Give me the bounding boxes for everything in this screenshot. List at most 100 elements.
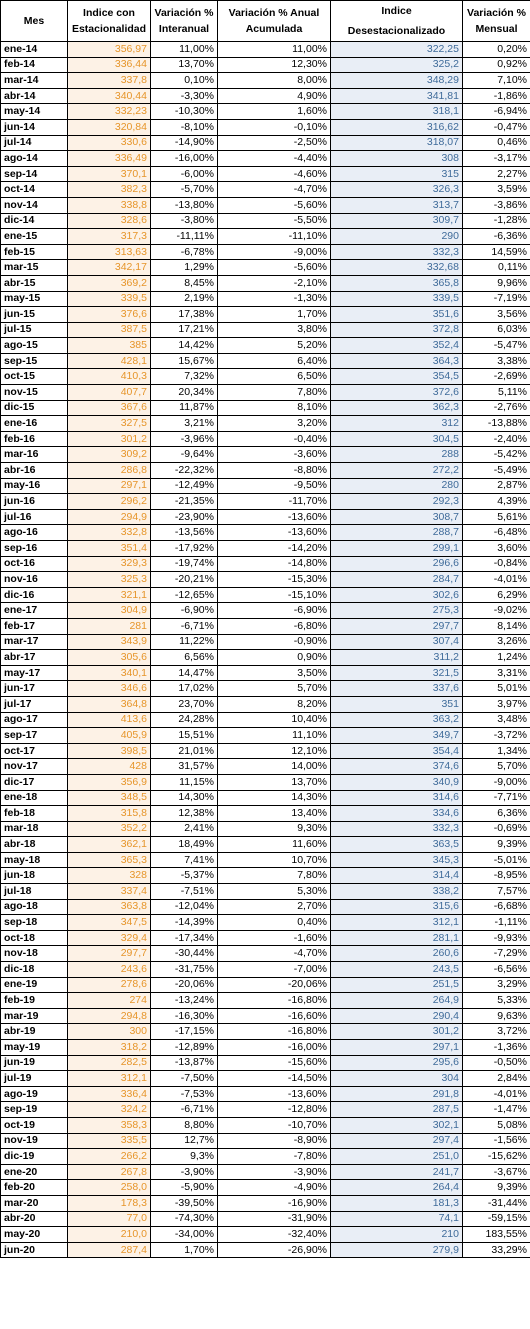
cell-variacion-mensual: -4,01% bbox=[462, 571, 530, 588]
cell-indice-desestacionalizado: 299,1 bbox=[330, 540, 463, 557]
cell-indice-estacionalidad: 287,4 bbox=[67, 1241, 151, 1259]
cell-mes: sep-17 bbox=[0, 727, 68, 744]
cell-variacion-anual-acumulada: 3,20% bbox=[217, 415, 331, 432]
cell-variacion-interanual: 24,28% bbox=[150, 711, 218, 729]
cell-variacion-mensual: -15,62% bbox=[462, 1148, 530, 1165]
cell-variacion-mensual: -31,44% bbox=[462, 1194, 530, 1212]
cell-variacion-mensual: 5,33% bbox=[462, 992, 530, 1009]
cell-mes: may-18 bbox=[0, 851, 68, 869]
cell-variacion-anual-acumulada: -5,60% bbox=[217, 196, 331, 214]
cell-variacion-interanual: -10,30% bbox=[150, 103, 218, 120]
cell-variacion-interanual: -12,89% bbox=[150, 1039, 218, 1056]
cell-variacion-anual-acumulada: -0,40% bbox=[217, 430, 331, 448]
cell-indice-estacionalidad: 365,3 bbox=[67, 851, 151, 869]
cell-indice-estacionalidad: 281 bbox=[67, 617, 151, 635]
cell-mes: oct-18 bbox=[0, 929, 68, 947]
cell-mes: mar-20 bbox=[0, 1194, 68, 1212]
cell-indice-estacionalidad: 267,8 bbox=[67, 1163, 151, 1181]
cell-variacion-interanual: -6,00% bbox=[150, 165, 218, 183]
cell-variacion-mensual: -9,00% bbox=[462, 773, 530, 791]
cell-variacion-interanual: 31,57% bbox=[150, 758, 218, 775]
cell-variacion-anual-acumulada: 3,80% bbox=[217, 321, 331, 339]
cell-mes: nov-15 bbox=[0, 384, 68, 401]
cell-variacion-anual-acumulada: -13,60% bbox=[217, 524, 331, 541]
cell-variacion-anual-acumulada: -1,60% bbox=[217, 929, 331, 947]
cell-indice-desestacionalizado: 372,8 bbox=[330, 321, 463, 339]
cell-variacion-anual-acumulada: 2,70% bbox=[217, 898, 331, 916]
cell-variacion-mensual: 5,61% bbox=[462, 508, 530, 526]
table-row: may-16 297,1 -12,49% -9,50% 280 2,87% bbox=[0, 477, 530, 495]
cell-variacion-interanual: -3,90% bbox=[150, 1163, 218, 1181]
cell-variacion-mensual: -9,93% bbox=[462, 929, 530, 947]
cell-indice-estacionalidad: 342,17 bbox=[67, 259, 151, 276]
cell-indice-desestacionalizado: 312 bbox=[330, 415, 463, 432]
cell-variacion-anual-acumulada: -0,10% bbox=[217, 118, 331, 136]
cell-indice-desestacionalizado: 348,29 bbox=[330, 72, 463, 89]
cell-variacion-mensual: -5,01% bbox=[462, 851, 530, 869]
table-row: feb-15 313,63 -6,78% -9,00% 332,3 14,59% bbox=[0, 243, 530, 261]
cell-variacion-interanual: -30,44% bbox=[150, 945, 218, 963]
cell-variacion-mensual: 6,03% bbox=[462, 321, 530, 339]
cell-variacion-anual-acumulada: -15,10% bbox=[217, 586, 331, 604]
cell-indice-estacionalidad: 347,5 bbox=[67, 914, 151, 931]
cell-indice-desestacionalizado: 363,2 bbox=[330, 711, 463, 729]
cell-variacion-mensual: 1,34% bbox=[462, 742, 530, 760]
cell-variacion-mensual: 3,56% bbox=[462, 306, 530, 323]
cell-indice-desestacionalizado: 210 bbox=[330, 1226, 463, 1243]
cell-variacion-mensual: -2,40% bbox=[462, 430, 530, 448]
cell-variacion-anual-acumulada: 11,10% bbox=[217, 727, 331, 744]
cell-variacion-interanual: 14,42% bbox=[150, 337, 218, 354]
cell-variacion-interanual: 13,70% bbox=[150, 56, 218, 74]
cell-indice-desestacionalizado: 287,5 bbox=[330, 1101, 463, 1118]
cell-mes: abr-18 bbox=[0, 836, 68, 853]
cell-variacion-anual-acumulada: -9,50% bbox=[217, 477, 331, 495]
cell-indice-estacionalidad: 312,1 bbox=[67, 1070, 151, 1087]
table-row: may-20 210,0 -34,00% -32,40% 210 183,55% bbox=[0, 1226, 530, 1243]
table-row: feb-20 258,0 -5,90% -4,90% 264,4 9,39% bbox=[0, 1179, 530, 1196]
cell-variacion-anual-acumulada: -3,60% bbox=[217, 446, 331, 464]
cell-variacion-mensual: 7,10% bbox=[462, 72, 530, 89]
cell-variacion-interanual: 11,22% bbox=[150, 633, 218, 651]
table-row: sep-15 428,1 15,67% 6,40% 364,3 3,38% bbox=[0, 352, 530, 370]
cell-variacion-anual-acumulada: 13,40% bbox=[217, 805, 331, 822]
cell-indice-desestacionalizado: 354,5 bbox=[330, 368, 463, 386]
cell-indice-estacionalidad: 330,6 bbox=[67, 134, 151, 152]
cell-indice-desestacionalizado: 290,4 bbox=[330, 1007, 463, 1025]
cell-mes: oct-15 bbox=[0, 368, 68, 386]
cell-variacion-interanual: 2,41% bbox=[150, 820, 218, 838]
cell-mes: jul-17 bbox=[0, 695, 68, 713]
cell-mes: ene-15 bbox=[0, 228, 68, 245]
cell-variacion-interanual: -12,49% bbox=[150, 477, 218, 495]
cell-indice-desestacionalizado: 311,2 bbox=[330, 649, 463, 666]
cell-mes: dic-18 bbox=[0, 961, 68, 978]
cell-variacion-mensual: -0,69% bbox=[462, 820, 530, 838]
cell-indice-estacionalidad: 332,8 bbox=[67, 524, 151, 541]
cell-indice-estacionalidad: 210,0 bbox=[67, 1226, 151, 1243]
table-row: abr-16 286,8 -22,32% -8,80% 272,2 -5,49% bbox=[0, 462, 530, 479]
cell-indice-estacionalidad: 320,84 bbox=[67, 118, 151, 136]
table-row: mar-18 352,2 2,41% 9,30% 332,3 -0,69% bbox=[0, 820, 530, 838]
cell-indice-estacionalidad: 362,1 bbox=[67, 836, 151, 853]
cell-mes: jun-19 bbox=[0, 1054, 68, 1072]
cell-mes: may-17 bbox=[0, 664, 68, 682]
cell-mes: ago-18 bbox=[0, 898, 68, 916]
cell-indice-desestacionalizado: 337,6 bbox=[330, 680, 463, 697]
header-row: Mes Indice con Estacionalidad Variación %… bbox=[0, 0, 530, 42]
cell-variacion-anual-acumulada: -0,90% bbox=[217, 633, 331, 651]
cell-variacion-interanual: -3,80% bbox=[150, 212, 218, 230]
cell-variacion-anual-acumulada: 0,40% bbox=[217, 914, 331, 931]
cell-indice-estacionalidad: 278,6 bbox=[67, 976, 151, 994]
table-row: dic-14 328,6 -3,80% -5,50% 309,7 -1,28% bbox=[0, 212, 530, 230]
cell-variacion-mensual: 3,29% bbox=[462, 976, 530, 994]
cell-indice-desestacionalizado: 251,0 bbox=[330, 1148, 463, 1165]
cell-indice-desestacionalizado: 372,6 bbox=[330, 384, 463, 401]
cell-variacion-anual-acumulada: -14,20% bbox=[217, 540, 331, 557]
cell-variacion-mensual: 33,29% bbox=[462, 1241, 530, 1259]
cell-mes: nov-17 bbox=[0, 758, 68, 775]
cell-variacion-interanual: -39,50% bbox=[150, 1194, 218, 1212]
cell-variacion-interanual: -13,24% bbox=[150, 992, 218, 1009]
cell-variacion-interanual: -22,32% bbox=[150, 462, 218, 479]
cell-variacion-interanual: 7,32% bbox=[150, 368, 218, 386]
cell-variacion-mensual: 3,48% bbox=[462, 711, 530, 729]
table-row: jul-19 312,1 -7,50% -14,50% 304 2,84% bbox=[0, 1070, 530, 1087]
